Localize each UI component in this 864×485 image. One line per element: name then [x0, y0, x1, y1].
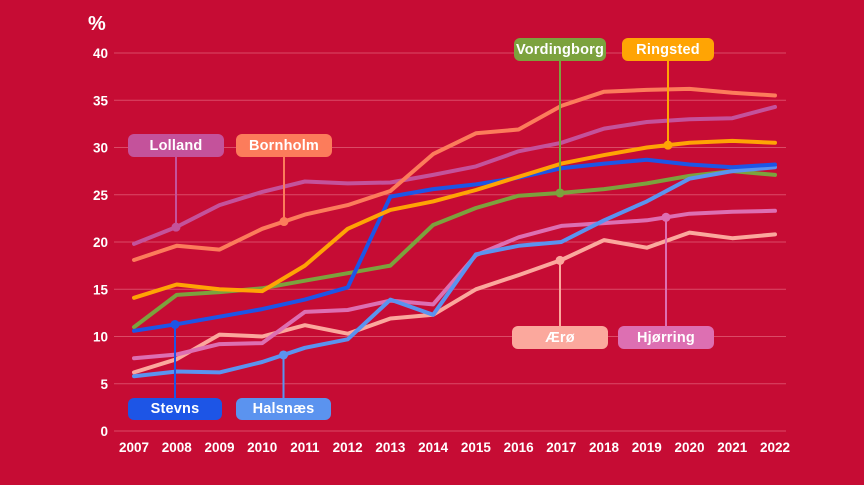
series-label-text: Ærø — [545, 329, 575, 346]
x-tick-label: 2022 — [760, 440, 790, 455]
series-label-halsnaes: Halsnæs — [236, 398, 331, 420]
y-tick-label: 5 — [100, 377, 108, 392]
series-label-stevns: Stevns — [128, 398, 222, 420]
x-tick-label: 2019 — [632, 440, 662, 455]
callout-anchor-dot — [170, 319, 180, 329]
y-tick-label: 40 — [93, 46, 108, 61]
series-line-ærø — [132, 230, 777, 375]
x-tick-label: 2018 — [589, 440, 620, 455]
callout-anchor-dot — [555, 255, 565, 265]
x-tick-label: 2010 — [247, 440, 277, 455]
callout-anchor-dot — [555, 188, 565, 198]
series-label-bornholm: Bornholm — [236, 134, 332, 157]
x-tick-label: 2008 — [162, 440, 193, 455]
callout-anchor-dot — [661, 212, 671, 222]
y-tick-label: 10 — [93, 330, 108, 345]
y-tick-label: 20 — [93, 235, 108, 250]
series-line-lolland — [132, 104, 777, 246]
series-label-text: Ringsted — [636, 41, 700, 58]
x-tick-label: 2017 — [546, 440, 576, 455]
x-tick-label: 2009 — [204, 440, 234, 455]
series-label-aeroe: Ærø — [512, 326, 608, 349]
series-line-stevns — [132, 157, 777, 333]
x-tick-label: 2007 — [119, 440, 149, 455]
series-label-text: Stevns — [150, 401, 200, 417]
series-label-text: Lolland — [149, 137, 203, 154]
x-tick-label: 2011 — [290, 440, 320, 455]
series-label-text: Bornholm — [248, 137, 320, 154]
series-label-text: Hjørring — [637, 329, 695, 346]
series-label-ringsted: Ringsted — [622, 38, 714, 61]
x-tick-label: 2020 — [675, 440, 705, 455]
x-tick-label: 2014 — [418, 440, 449, 455]
series-label-hjoerring: Hjørring — [618, 326, 714, 349]
series-label-text: Halsnæs — [252, 401, 315, 417]
y-tick-label: 25 — [93, 188, 109, 203]
series-label-lolland: Lolland — [128, 134, 224, 157]
x-tick-label: 2012 — [333, 440, 363, 455]
y-tick-label: 35 — [93, 93, 109, 108]
x-tick-label: 2015 — [461, 440, 492, 455]
series-label-text: Vordingborg — [515, 41, 605, 58]
y-tick-label: 30 — [93, 141, 108, 156]
callout-anchor-dot — [279, 217, 289, 227]
x-tick-label: 2016 — [504, 440, 535, 455]
series-line-halsnæs — [132, 165, 777, 379]
callout-anchor-dot — [663, 140, 673, 150]
callout-anchor-dot — [171, 222, 181, 232]
callout-anchor-dot — [279, 350, 288, 360]
y-axis-unit-label: % — [88, 13, 106, 35]
series-label-vordingborg: Vordingborg — [514, 38, 606, 61]
x-tick-label: 2013 — [375, 440, 406, 455]
y-tick-label: 0 — [100, 424, 108, 439]
x-tick-label: 2021 — [717, 440, 748, 455]
y-tick-label: 15 — [93, 282, 109, 297]
